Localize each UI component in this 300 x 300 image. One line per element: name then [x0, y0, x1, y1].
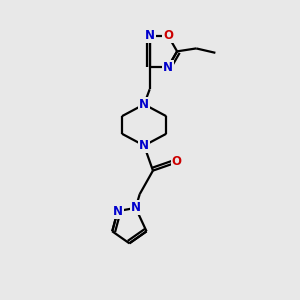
Text: O: O	[163, 29, 173, 42]
Text: N: N	[139, 139, 149, 152]
Text: O: O	[172, 155, 182, 168]
Text: N: N	[163, 61, 173, 74]
Text: N: N	[113, 205, 123, 218]
Text: N: N	[139, 98, 149, 111]
Text: N: N	[145, 29, 155, 42]
Text: N: N	[130, 201, 141, 214]
